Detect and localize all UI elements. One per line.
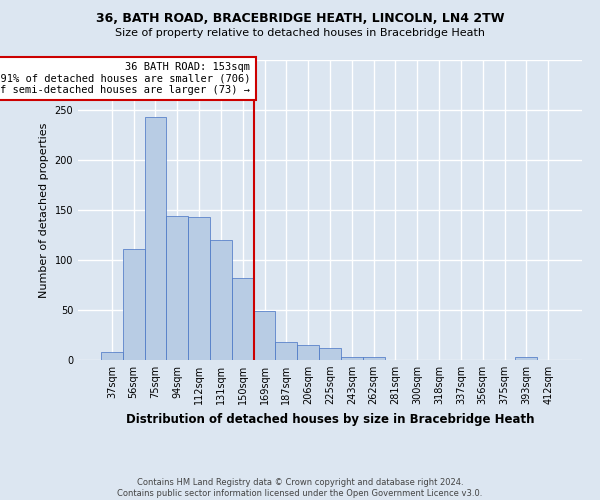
Bar [275,342,297,360]
Text: Size of property relative to detached houses in Bracebridge Heath: Size of property relative to detached ho… [115,28,485,38]
Y-axis label: Number of detached properties: Number of detached properties [39,122,49,298]
Bar [363,357,385,360]
X-axis label: Distribution of detached houses by size in Bracebridge Heath: Distribution of detached houses by size … [126,412,534,426]
Bar [341,357,363,360]
Bar [297,345,319,360]
Text: Contains HM Land Registry data © Crown copyright and database right 2024.
Contai: Contains HM Land Registry data © Crown c… [118,478,482,498]
Bar [188,217,210,360]
Bar [210,240,232,360]
Bar [101,352,123,360]
Bar [123,249,145,360]
Bar [232,278,254,360]
Bar [319,348,341,360]
Bar [145,117,166,360]
Bar [254,311,275,360]
Text: 36 BATH ROAD: 153sqm
← 91% of detached houses are smaller (706)
9% of semi-detac: 36 BATH ROAD: 153sqm ← 91% of detached h… [0,62,250,95]
Bar [515,357,537,360]
Bar [166,216,188,360]
Text: 36, BATH ROAD, BRACEBRIDGE HEATH, LINCOLN, LN4 2TW: 36, BATH ROAD, BRACEBRIDGE HEATH, LINCOL… [96,12,504,26]
